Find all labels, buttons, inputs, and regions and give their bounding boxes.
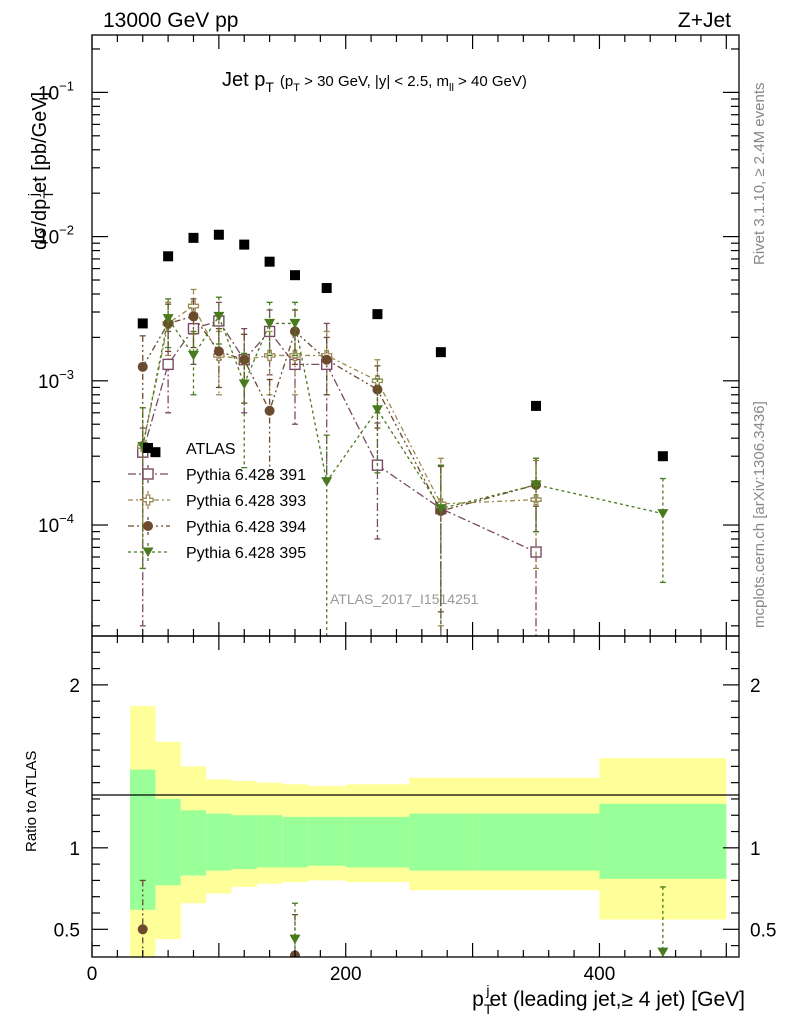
data-point (435, 504, 447, 514)
legend-marker (142, 547, 154, 557)
green-band-bin (231, 815, 257, 870)
x-tick-label: 0 (87, 964, 98, 985)
data-point (372, 309, 383, 320)
y-tick-label: 10−3 (38, 367, 74, 393)
legend-label: Pythia 6.428 393 (186, 493, 306, 510)
mcplots-label: mcplots.cern.ch [arXiv:1306.3436] (751, 401, 768, 628)
ratio-point (137, 924, 148, 935)
data-point (239, 239, 250, 250)
data-point (162, 314, 174, 324)
series-line (142, 315, 537, 512)
data-point (162, 358, 174, 371)
green-band-bin (180, 810, 207, 876)
data-point (187, 300, 200, 312)
analysis-watermark: ATLAS_2017_I1514251 (330, 591, 479, 607)
y-axis-label: dσ/dpTjet [pb/GeV] (25, 92, 56, 250)
series-0 (137, 229, 668, 462)
data-point (371, 405, 383, 415)
data-point (372, 384, 383, 395)
data-point (163, 251, 174, 262)
green-band-bin (599, 803, 727, 879)
series-4 (137, 296, 669, 636)
data-point (137, 361, 148, 372)
green-band-bin (345, 816, 410, 868)
ratio-y-tick-label-right: 2 (750, 676, 761, 697)
main-y-tick-labels: 10−1 10−2 10−3 10−4 (38, 78, 74, 537)
process-label: Z+Jet (678, 9, 731, 32)
green-band-bin (130, 769, 156, 910)
legend-marker (143, 521, 153, 531)
ratio-y-tick-label-right: 0.5 (750, 920, 776, 941)
data-point (289, 326, 300, 337)
ratio-y-tick-label-left: 0.5 (54, 920, 80, 941)
main-data-layer (137, 229, 669, 636)
green-band-bin (472, 813, 600, 871)
x-tick-label: 400 (584, 964, 616, 985)
legend-marker (142, 494, 154, 506)
x-tick-label: 200 (330, 964, 362, 985)
legend-label: Pythia 6.428 391 (186, 467, 306, 484)
data-point (657, 509, 669, 519)
ratio-panel-frame (91, 635, 740, 958)
data-point (531, 400, 542, 411)
data-point (213, 229, 224, 240)
ratio-y-tick-labels: 0.5 0.5 1 1 2 2 (54, 676, 777, 941)
ratio-y-tick-label-left: 2 (69, 676, 80, 697)
data-point (657, 451, 668, 462)
ratio-y-tick-label-right: 1 (750, 839, 761, 860)
series-line (142, 314, 664, 515)
legend-label: Pythia 6.428 394 (186, 519, 306, 536)
y-tick-label: 10−1 (38, 78, 74, 104)
data-point (530, 480, 542, 490)
green-band-bin (307, 816, 346, 866)
beam-energy-label: 13000 GeV pp (103, 9, 238, 32)
axis-ticks (91, 35, 739, 957)
green-band-bin (282, 816, 308, 868)
data-point (289, 270, 300, 281)
green-band-bin (206, 813, 232, 871)
legend-label: Pythia 6.428 395 (186, 545, 306, 562)
legend: ATLAS Pythia 6.428 391 Pythia 6.428 393 Pyt… (128, 441, 306, 562)
ratio-point (657, 947, 669, 957)
series-line (142, 320, 537, 553)
legend-marker (142, 468, 154, 480)
data-point (321, 354, 332, 365)
y-tick-label: 10−4 (38, 511, 74, 537)
ratio-y-axis-label: Ratio to ATLAS (23, 751, 40, 852)
data-point (321, 283, 332, 294)
x-tick-labels: 0 200 400 (87, 964, 616, 985)
legend-marker (143, 443, 153, 453)
data-point (321, 477, 333, 487)
data-point (213, 346, 224, 357)
data-point (150, 447, 161, 458)
ratio-point (289, 934, 301, 945)
data-point (435, 347, 446, 358)
rivet-version-label: Rivet 3.1.10, ≥ 2.4M events (751, 83, 768, 266)
data-point (238, 379, 250, 390)
y-tick-label: 10−2 (38, 223, 74, 249)
green-band-bin (409, 813, 473, 871)
ratio-data-layer (137, 879, 669, 957)
data-point (187, 350, 199, 361)
data-point (137, 318, 148, 329)
green-band-bin (256, 815, 283, 868)
ratio-uncertainty-bands (130, 706, 727, 957)
data-point (188, 311, 199, 322)
data-point (289, 318, 301, 329)
green-band-bin (155, 798, 181, 886)
legend-label: ATLAS (186, 441, 236, 458)
data-point (213, 311, 225, 322)
data-point (264, 256, 275, 267)
data-point (264, 318, 276, 329)
data-point (188, 232, 199, 243)
main-title: Jet pT (pT > 30 GeV, |y| < 2.5, mll > 40 … (222, 69, 527, 95)
x-axis-label: pTjet (leading jet,≥ 4 jet) [GeV] (472, 982, 745, 1017)
ratio-y-tick-label-left: 1 (69, 839, 80, 860)
data-point (264, 405, 275, 416)
